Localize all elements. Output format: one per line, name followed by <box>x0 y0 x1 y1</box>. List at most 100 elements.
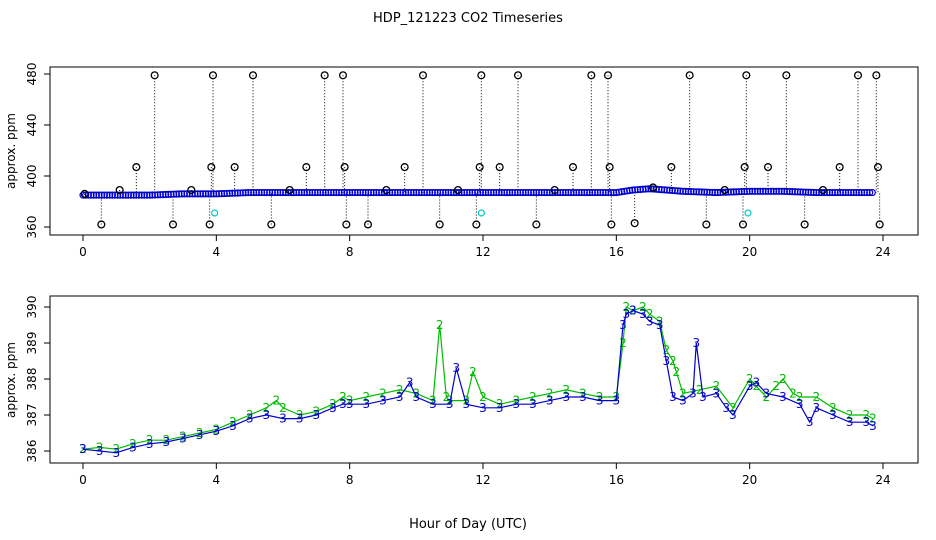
series-point-2: 2 <box>296 408 304 422</box>
series-point-3: 3 <box>263 408 271 422</box>
baseline-point <box>836 188 844 197</box>
baseline-point <box>858 188 866 197</box>
baseline-point <box>316 188 324 197</box>
baseline-point <box>586 188 594 197</box>
bottom-y-axis: 386 387 388 389 390 <box>25 296 50 462</box>
series-point-2: 2 <box>413 386 421 400</box>
baseline-point <box>666 186 674 194</box>
baseline-point <box>610 188 618 197</box>
baseline-point <box>826 188 834 197</box>
baseline-point <box>154 191 162 199</box>
baseline-point <box>354 188 362 197</box>
baseline-point <box>775 187 783 195</box>
baseline-point <box>559 188 567 197</box>
baseline-point <box>471 188 479 197</box>
baseline-point <box>735 188 743 196</box>
baseline-point <box>226 189 234 197</box>
baseline-point <box>700 188 708 196</box>
baseline-point <box>759 187 767 195</box>
chart-title: HDP_121223 CO2 Timeseries <box>373 11 563 26</box>
baseline-point <box>250 188 258 197</box>
x-tick-label: 24 <box>875 473 890 487</box>
series-point-2: 2 <box>363 390 371 404</box>
series-point-2: 2 <box>696 383 704 397</box>
flag-point <box>495 163 504 172</box>
series-point-3: 3 <box>446 397 454 411</box>
baseline-point <box>855 188 863 197</box>
series-point-3: 3 <box>496 401 504 415</box>
flag-point <box>742 71 751 80</box>
series-point-2: 2 <box>513 394 521 408</box>
baseline-point <box>215 190 223 198</box>
baseline-point <box>802 188 810 196</box>
baseline-point <box>519 188 527 197</box>
flag-point <box>150 71 159 80</box>
baseline-point <box>543 188 551 197</box>
baseline-point <box>607 188 615 197</box>
series-point-3: 3 <box>646 314 654 328</box>
x-tick-label: 12 <box>475 473 490 487</box>
baseline-point <box>567 188 575 197</box>
baseline-point <box>79 191 87 199</box>
flag-point <box>248 71 258 80</box>
baseline-point <box>732 188 740 196</box>
baseline-point <box>327 188 335 197</box>
series-point-2: 2 <box>563 383 571 397</box>
baseline-point <box>258 188 266 197</box>
baseline-point <box>562 188 570 197</box>
flag-point <box>205 220 214 229</box>
baseline-point <box>402 188 410 197</box>
baseline-point <box>514 188 522 197</box>
baseline-point <box>599 188 607 197</box>
baseline-point <box>492 188 500 197</box>
baseline-point <box>247 188 255 197</box>
baseline-point <box>807 188 815 196</box>
baseline-point <box>474 188 482 197</box>
flag-point <box>550 185 559 195</box>
series-point-3: 3 <box>546 394 554 408</box>
flag-point <box>338 71 348 80</box>
baseline-point <box>602 188 610 197</box>
series-point-2: 2 <box>796 390 804 404</box>
baseline-point <box>220 189 228 198</box>
baseline-point <box>703 188 711 196</box>
series-point-2: 2 <box>746 372 754 386</box>
flag-point <box>603 71 613 80</box>
series-point-2: 2 <box>579 386 587 400</box>
baseline-point <box>260 188 268 197</box>
series-point-2: 2 <box>679 386 687 400</box>
cyan-point <box>744 209 752 217</box>
baseline-point <box>591 188 599 197</box>
baseline-point <box>783 187 791 196</box>
baseline-point <box>196 190 204 198</box>
baseline-point <box>268 188 276 197</box>
series-point-3: 3 <box>746 379 754 393</box>
series-point-2: 2 <box>313 404 321 418</box>
baseline-point <box>799 188 807 196</box>
baseline-point <box>266 188 274 197</box>
baseline-point <box>263 188 271 197</box>
flag-point <box>605 163 614 172</box>
series-point-3: 3 <box>196 428 204 442</box>
baseline-point <box>810 188 818 197</box>
series-point-3: 3 <box>413 390 421 404</box>
series-point-2: 2 <box>279 401 287 415</box>
series-point-2: 2 <box>753 379 761 393</box>
series-point-2: 2 <box>179 430 187 444</box>
baseline-point <box>639 185 647 193</box>
baseline-point <box>127 191 135 199</box>
baseline-point <box>711 188 719 197</box>
baseline-point <box>428 188 436 197</box>
baseline-point <box>303 188 311 197</box>
baseline-point <box>535 188 543 197</box>
flag-point <box>740 163 749 172</box>
flag-point <box>702 220 711 229</box>
baseline-point <box>108 191 116 199</box>
flag-point <box>875 220 884 229</box>
baseline-point <box>740 187 748 196</box>
flag-point <box>267 220 276 229</box>
baseline-point <box>839 188 847 197</box>
top-y-axis: 360 400 440 480 <box>25 63 50 238</box>
baseline-point <box>628 186 636 194</box>
baseline-point <box>762 187 770 195</box>
